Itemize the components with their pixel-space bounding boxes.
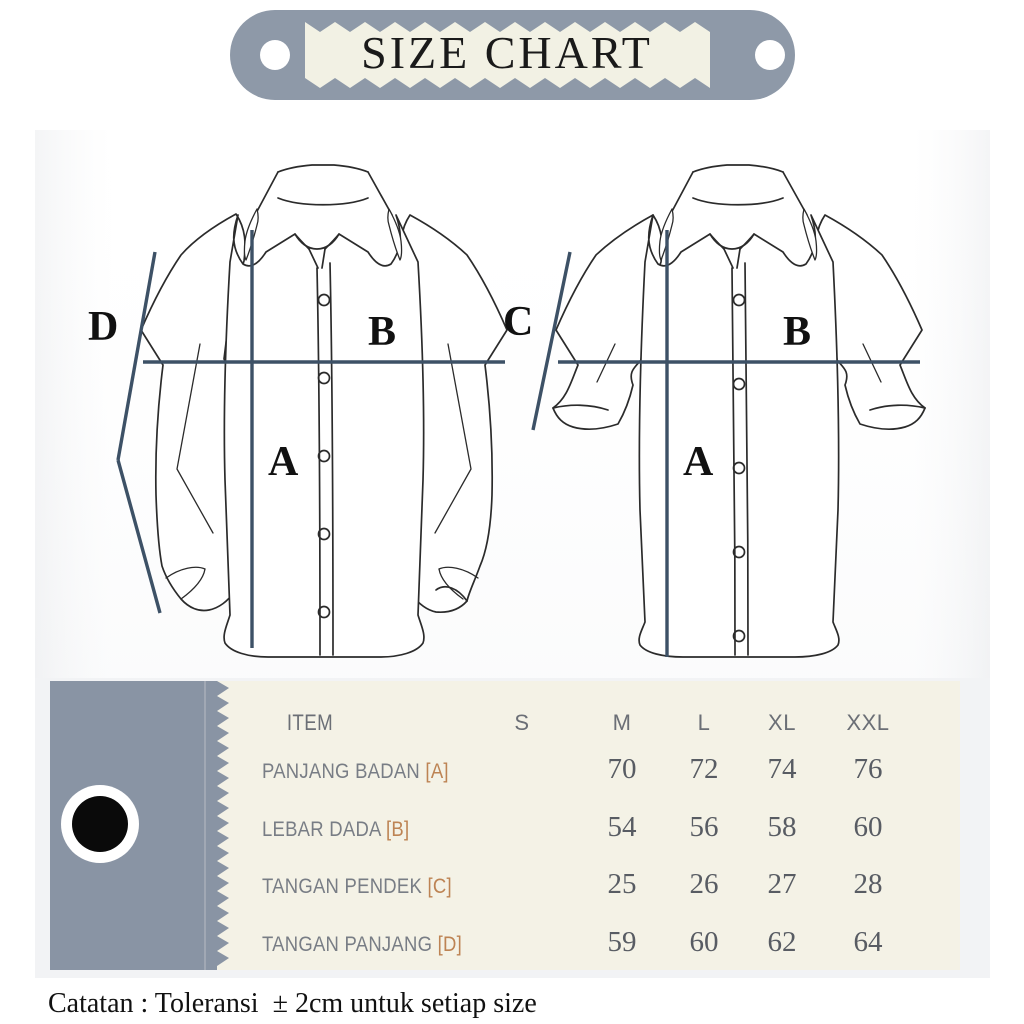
svg-text:L: L [698, 710, 711, 735]
svg-text:60: 60 [690, 926, 719, 958]
svg-text:60: 60 [854, 811, 883, 843]
svg-text:25: 25 [608, 868, 637, 900]
svg-text:PANJANG BADAN [A]: PANJANG BADAN [A] [262, 760, 449, 783]
svg-text:LEBAR DADA [B]: LEBAR DADA [B] [262, 818, 409, 841]
svg-text:S: S [514, 710, 529, 735]
svg-text:54: 54 [608, 811, 638, 843]
svg-text:59: 59 [608, 926, 637, 958]
svg-text:M: M [613, 710, 632, 735]
svg-text:TANGAN PENDEK [C]: TANGAN PENDEK [C] [262, 875, 452, 898]
svg-text:26: 26 [690, 868, 719, 900]
svg-text:TANGAN PANJANG [D]: TANGAN PANJANG [D] [262, 933, 462, 956]
svg-text:74: 74 [768, 753, 798, 785]
svg-text:27: 27 [768, 868, 797, 900]
svg-text:72: 72 [690, 753, 719, 785]
svg-text:28: 28 [854, 868, 883, 900]
svg-text:76: 76 [854, 753, 883, 785]
svg-text:62: 62 [768, 926, 797, 958]
svg-text:64: 64 [854, 926, 884, 958]
svg-text:70: 70 [608, 753, 637, 785]
svg-text:58: 58 [768, 811, 797, 843]
svg-text:ITEM: ITEM [287, 712, 333, 736]
svg-text:XL: XL [768, 710, 796, 735]
svg-text:XXL: XXL [846, 710, 889, 735]
svg-text:56: 56 [690, 811, 719, 843]
